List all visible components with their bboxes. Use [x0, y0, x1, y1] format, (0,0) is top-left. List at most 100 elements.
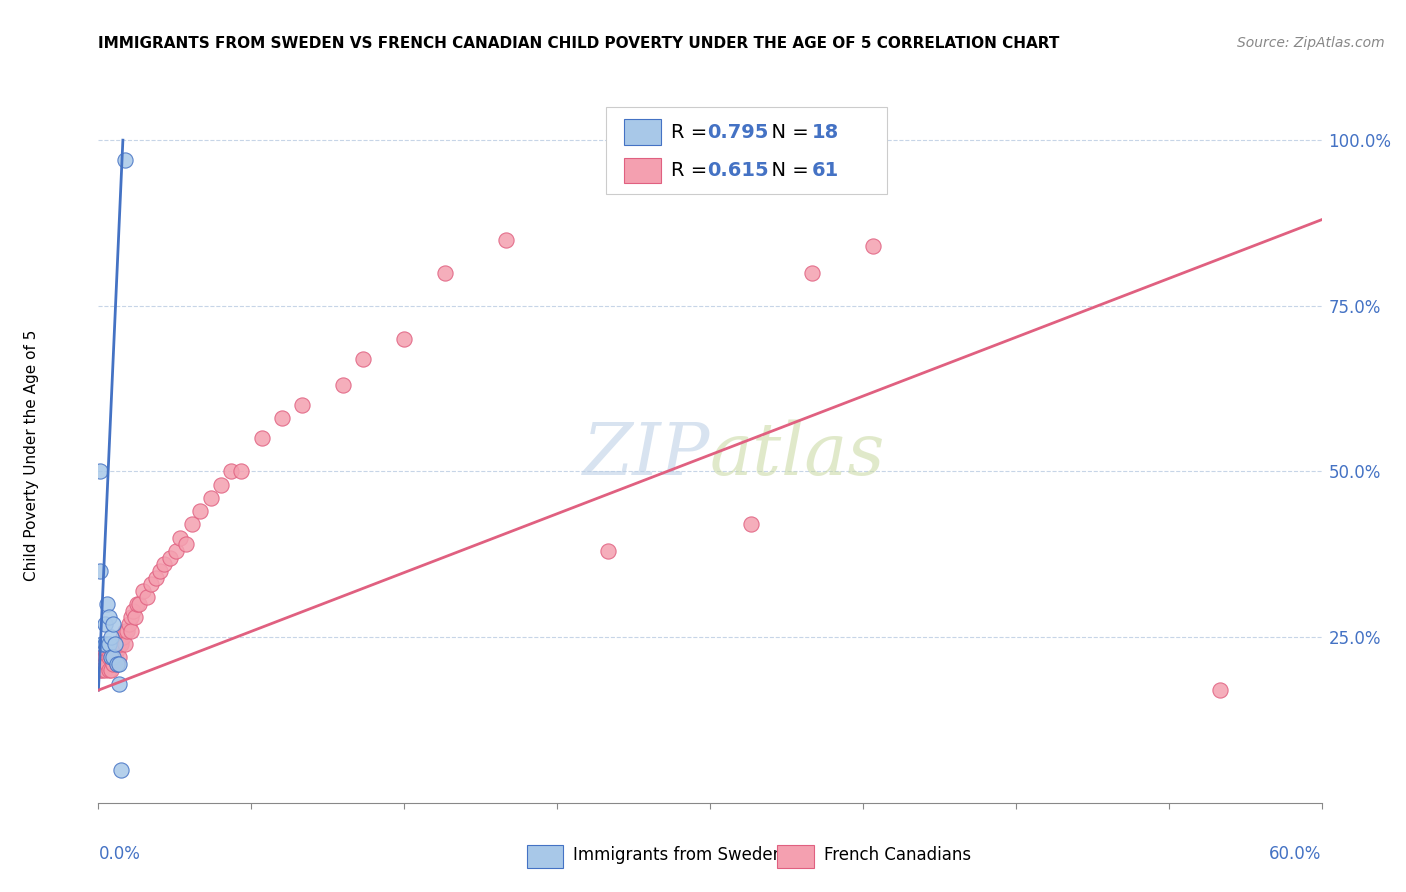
- Point: [104, 637, 127, 651]
- Point: [231, 465, 253, 479]
- Point: [108, 637, 131, 651]
- Point: [174, 537, 197, 551]
- Point: [392, 332, 416, 346]
- Point: [114, 153, 136, 167]
- Point: [114, 624, 136, 638]
- Point: [100, 630, 122, 644]
- Text: Child Poverty Under the Age of 5: Child Poverty Under the Age of 5: [24, 329, 38, 581]
- Point: [270, 411, 294, 425]
- Point: [181, 517, 204, 532]
- Point: [495, 233, 517, 247]
- Point: [93, 637, 115, 651]
- Text: atlas: atlas: [710, 419, 886, 491]
- Point: [100, 650, 122, 665]
- Point: [105, 657, 128, 671]
- Point: [96, 597, 118, 611]
- Point: [115, 624, 138, 638]
- Point: [200, 491, 222, 505]
- Point: [100, 650, 122, 665]
- FancyBboxPatch shape: [778, 846, 814, 868]
- Point: [111, 630, 134, 644]
- Point: [122, 604, 145, 618]
- Text: ZIP: ZIP: [582, 419, 710, 491]
- Point: [332, 378, 354, 392]
- Point: [145, 570, 167, 584]
- Point: [352, 351, 374, 366]
- Point: [120, 610, 142, 624]
- Text: French Canadians: French Canadians: [824, 846, 972, 864]
- Text: R =: R =: [671, 122, 713, 142]
- Point: [104, 650, 127, 665]
- Point: [93, 616, 115, 631]
- Point: [101, 643, 124, 657]
- Text: N =: N =: [759, 161, 815, 180]
- Point: [740, 517, 762, 532]
- Point: [110, 763, 132, 777]
- FancyBboxPatch shape: [526, 846, 564, 868]
- Point: [100, 663, 122, 677]
- Point: [97, 650, 120, 665]
- Point: [97, 610, 120, 624]
- Point: [89, 564, 111, 578]
- Text: 18: 18: [811, 122, 839, 142]
- Point: [149, 564, 172, 578]
- Text: 60.0%: 60.0%: [1270, 845, 1322, 863]
- Text: N =: N =: [759, 122, 815, 142]
- Text: R =: R =: [671, 161, 713, 180]
- Point: [93, 643, 115, 657]
- Point: [132, 583, 155, 598]
- FancyBboxPatch shape: [624, 120, 661, 145]
- Text: IMMIGRANTS FROM SWEDEN VS FRENCH CANADIAN CHILD POVERTY UNDER THE AGE OF 5 CORRE: IMMIGRANTS FROM SWEDEN VS FRENCH CANADIA…: [98, 36, 1060, 51]
- Point: [101, 616, 124, 631]
- Point: [105, 643, 128, 657]
- Point: [862, 239, 884, 253]
- Point: [159, 550, 181, 565]
- FancyBboxPatch shape: [624, 158, 661, 184]
- Text: Source: ZipAtlas.com: Source: ZipAtlas.com: [1237, 36, 1385, 50]
- Point: [110, 637, 132, 651]
- Text: 0.795: 0.795: [707, 122, 769, 142]
- Point: [291, 398, 314, 412]
- Point: [97, 637, 120, 651]
- Point: [93, 650, 115, 665]
- Text: 0.615: 0.615: [707, 161, 769, 180]
- Point: [124, 610, 146, 624]
- Point: [101, 650, 124, 665]
- Point: [108, 650, 131, 665]
- Point: [152, 558, 174, 572]
- Point: [96, 657, 118, 671]
- Point: [598, 544, 620, 558]
- Point: [91, 650, 114, 665]
- Point: [108, 676, 131, 690]
- FancyBboxPatch shape: [606, 107, 887, 194]
- Point: [120, 624, 142, 638]
- Point: [219, 465, 242, 479]
- Text: Immigrants from Sweden: Immigrants from Sweden: [574, 846, 783, 864]
- Point: [93, 663, 115, 677]
- Point: [1209, 683, 1232, 698]
- Point: [105, 657, 128, 671]
- Point: [91, 663, 114, 677]
- Point: [101, 657, 124, 671]
- Point: [128, 597, 150, 611]
- Point: [89, 465, 111, 479]
- Text: 0.0%: 0.0%: [98, 845, 141, 863]
- Point: [91, 637, 114, 651]
- Point: [96, 643, 118, 657]
- Point: [127, 597, 149, 611]
- Point: [97, 663, 120, 677]
- Point: [89, 650, 111, 665]
- Point: [434, 266, 457, 280]
- Point: [136, 591, 159, 605]
- Point: [165, 544, 187, 558]
- Point: [118, 616, 141, 631]
- Point: [801, 266, 824, 280]
- Point: [141, 577, 163, 591]
- Text: 61: 61: [811, 161, 839, 180]
- Point: [209, 477, 232, 491]
- Point: [169, 531, 191, 545]
- Point: [89, 663, 111, 677]
- Point: [114, 637, 136, 651]
- Point: [108, 657, 131, 671]
- Point: [250, 431, 273, 445]
